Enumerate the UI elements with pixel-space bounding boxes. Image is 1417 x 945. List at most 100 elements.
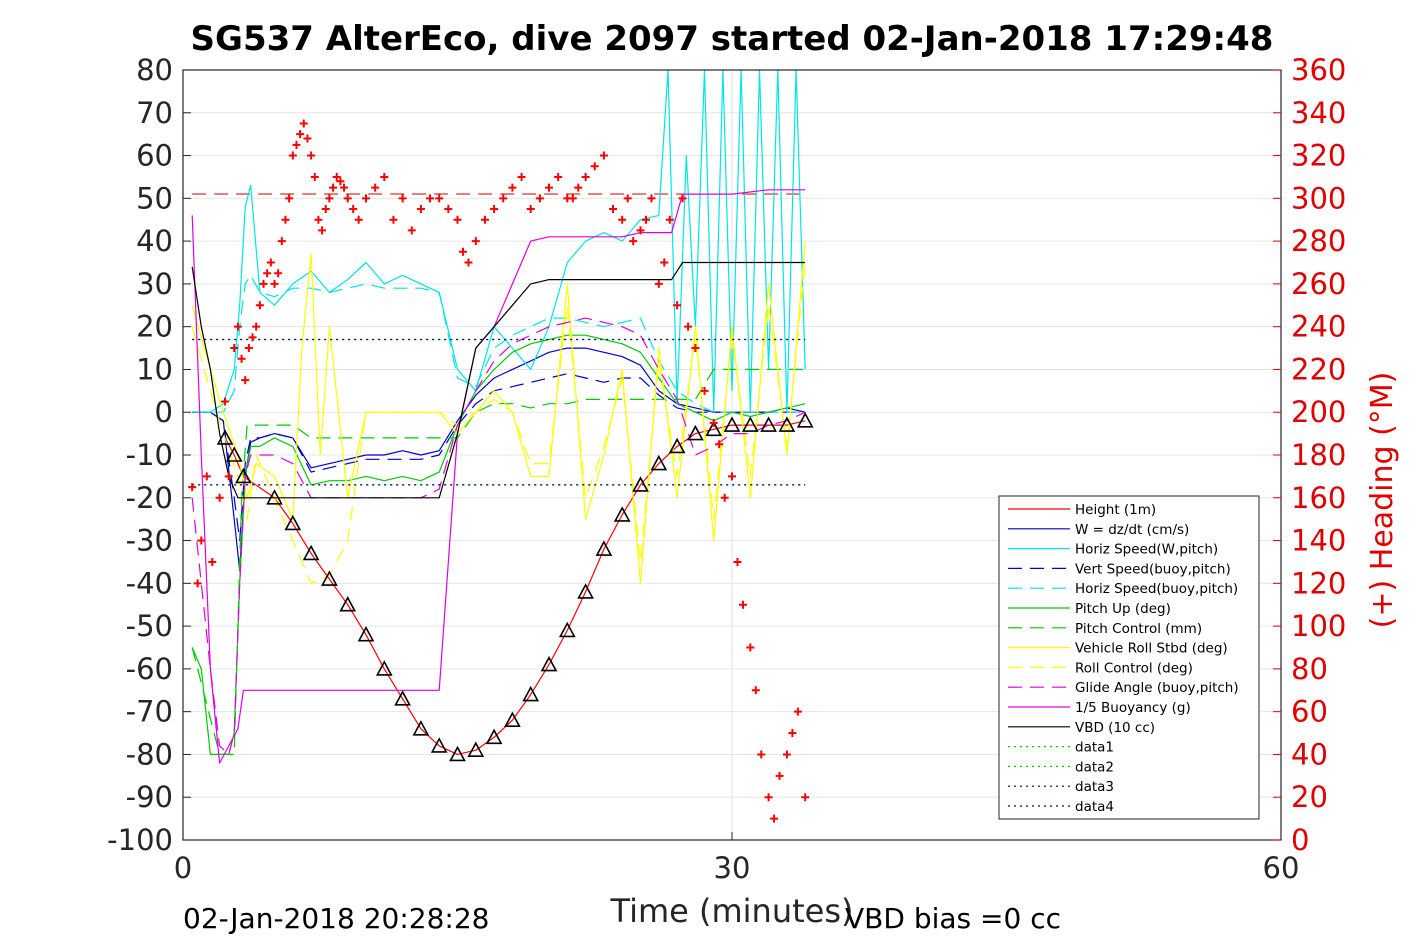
- height-marker: [339, 596, 357, 612]
- legend: Height (1m) W = dz/dt (cm/s) Horiz Speed(W…: [998, 495, 1260, 820]
- heading-point: [362, 194, 370, 203]
- heading-point: [464, 258, 473, 267]
- left-tick-label: 40: [136, 224, 173, 258]
- heading-point: [340, 183, 349, 192]
- height-marker: [687, 424, 704, 441]
- right-tick-label: 320: [1291, 139, 1346, 173]
- legend-label: Pitch Up (deg): [1075, 601, 1171, 617]
- heading-point: [274, 269, 283, 278]
- legend-label: Horiz Speed(buoy,pitch): [1075, 581, 1238, 597]
- heading-point: [380, 172, 389, 181]
- series-layer: [191, 69, 806, 764]
- right-tick-label: 0: [1291, 823, 1309, 857]
- heading-point: [568, 194, 577, 203]
- heading-point: [318, 226, 327, 235]
- heading-point: [233, 322, 242, 331]
- legend-label: Pitch Control (mm): [1075, 621, 1202, 637]
- heading-point: [398, 194, 407, 203]
- left-tick-label: -100: [107, 823, 173, 857]
- heading-point: [244, 344, 253, 353]
- legend-label: Vert Speed(buoy,pitch): [1075, 561, 1231, 577]
- legend-label: VBD (10 cc): [1075, 720, 1155, 736]
- x-axis-label: Time (minutes): [610, 892, 854, 930]
- legend-box: [998, 495, 1260, 820]
- legend-items: Height (1m) W = dz/dt (cm/s) Horiz Speed(W…: [1008, 502, 1239, 815]
- heading-point: [581, 172, 590, 181]
- right-tick-label: 40: [1291, 737, 1328, 771]
- heading-point: [508, 183, 517, 192]
- legend-label: Height (1m): [1075, 502, 1156, 518]
- x-tick-label: 60: [1263, 851, 1300, 885]
- heading-point: [343, 194, 352, 203]
- heading-point: [535, 194, 544, 203]
- heading-point: [775, 771, 784, 780]
- left-tick-label: 20: [136, 310, 173, 344]
- height-marker: [430, 737, 448, 753]
- heading-point: [629, 237, 638, 246]
- height-marker: [266, 489, 283, 505]
- left-tick-label: 10: [136, 352, 173, 386]
- heading-point: [738, 600, 747, 609]
- heading-point: [782, 750, 791, 759]
- right-tick-label: 120: [1291, 566, 1346, 600]
- left-tick-label: -20: [126, 481, 173, 515]
- heading-point: [314, 215, 323, 224]
- height-marker: [577, 583, 594, 599]
- heading-point: [793, 707, 802, 716]
- right-tick-label: 140: [1291, 524, 1346, 558]
- height-marker: [741, 416, 759, 432]
- heading-point: [371, 183, 380, 192]
- heading-point: [349, 205, 358, 214]
- right-tick-label: 60: [1291, 695, 1328, 729]
- height-marker: [412, 720, 430, 736]
- heading-point: [444, 205, 453, 214]
- height-marker: [558, 621, 576, 638]
- heading-point: [554, 172, 563, 181]
- height-marker: [723, 416, 741, 432]
- height-marker: [540, 655, 558, 672]
- footer-timestamp: 02-Jan-2018 20:28:28: [183, 902, 489, 935]
- heading-point: [277, 237, 286, 246]
- heading-point: [285, 194, 294, 203]
- heading-point: [526, 205, 535, 214]
- heading-point: [673, 301, 682, 310]
- left-tick-label: 0: [155, 395, 173, 429]
- heading-points: [188, 119, 810, 823]
- height-marker: [216, 429, 234, 445]
- heading-point: [728, 472, 736, 481]
- heading-point: [801, 793, 810, 802]
- heading-point: [720, 493, 729, 502]
- heading-point: [751, 686, 760, 695]
- heading-point: [237, 354, 246, 363]
- series-line-7: [191, 241, 806, 584]
- legend-label: Glide Angle (buoy,pitch): [1075, 680, 1239, 696]
- right-tick-label: 280: [1291, 224, 1346, 258]
- right-axis-ticks: 3603403203002802602402202001801601401201…: [1273, 53, 1346, 857]
- heading-point: [691, 344, 700, 353]
- heading-point: [590, 162, 599, 171]
- left-tick-label: -90: [126, 780, 173, 814]
- right-tick-label: 240: [1291, 310, 1346, 344]
- right-tick-label: 160: [1291, 481, 1346, 515]
- heading-point: [307, 151, 316, 160]
- heading-point: [574, 183, 583, 192]
- height-marker: [235, 467, 252, 484]
- heading-point: [684, 322, 693, 331]
- heading-point: [230, 344, 239, 353]
- right-tick-label: 180: [1291, 438, 1346, 472]
- series-line-0: [224, 420, 806, 756]
- series-line-2: [192, 69, 806, 413]
- heading-point: [757, 750, 766, 759]
- right-tick-label: 340: [1291, 96, 1346, 130]
- heading-point: [310, 172, 319, 181]
- heading-point: [746, 643, 755, 652]
- height-marker: [449, 745, 466, 762]
- heading-point: [453, 215, 462, 224]
- heading-point: [770, 814, 779, 823]
- right-tick-label: 80: [1291, 652, 1328, 686]
- heading-point: [733, 557, 742, 566]
- heading-point: [636, 226, 645, 235]
- heading-point: [599, 151, 608, 160]
- heading-point: [299, 119, 308, 128]
- height-marker: [522, 685, 540, 702]
